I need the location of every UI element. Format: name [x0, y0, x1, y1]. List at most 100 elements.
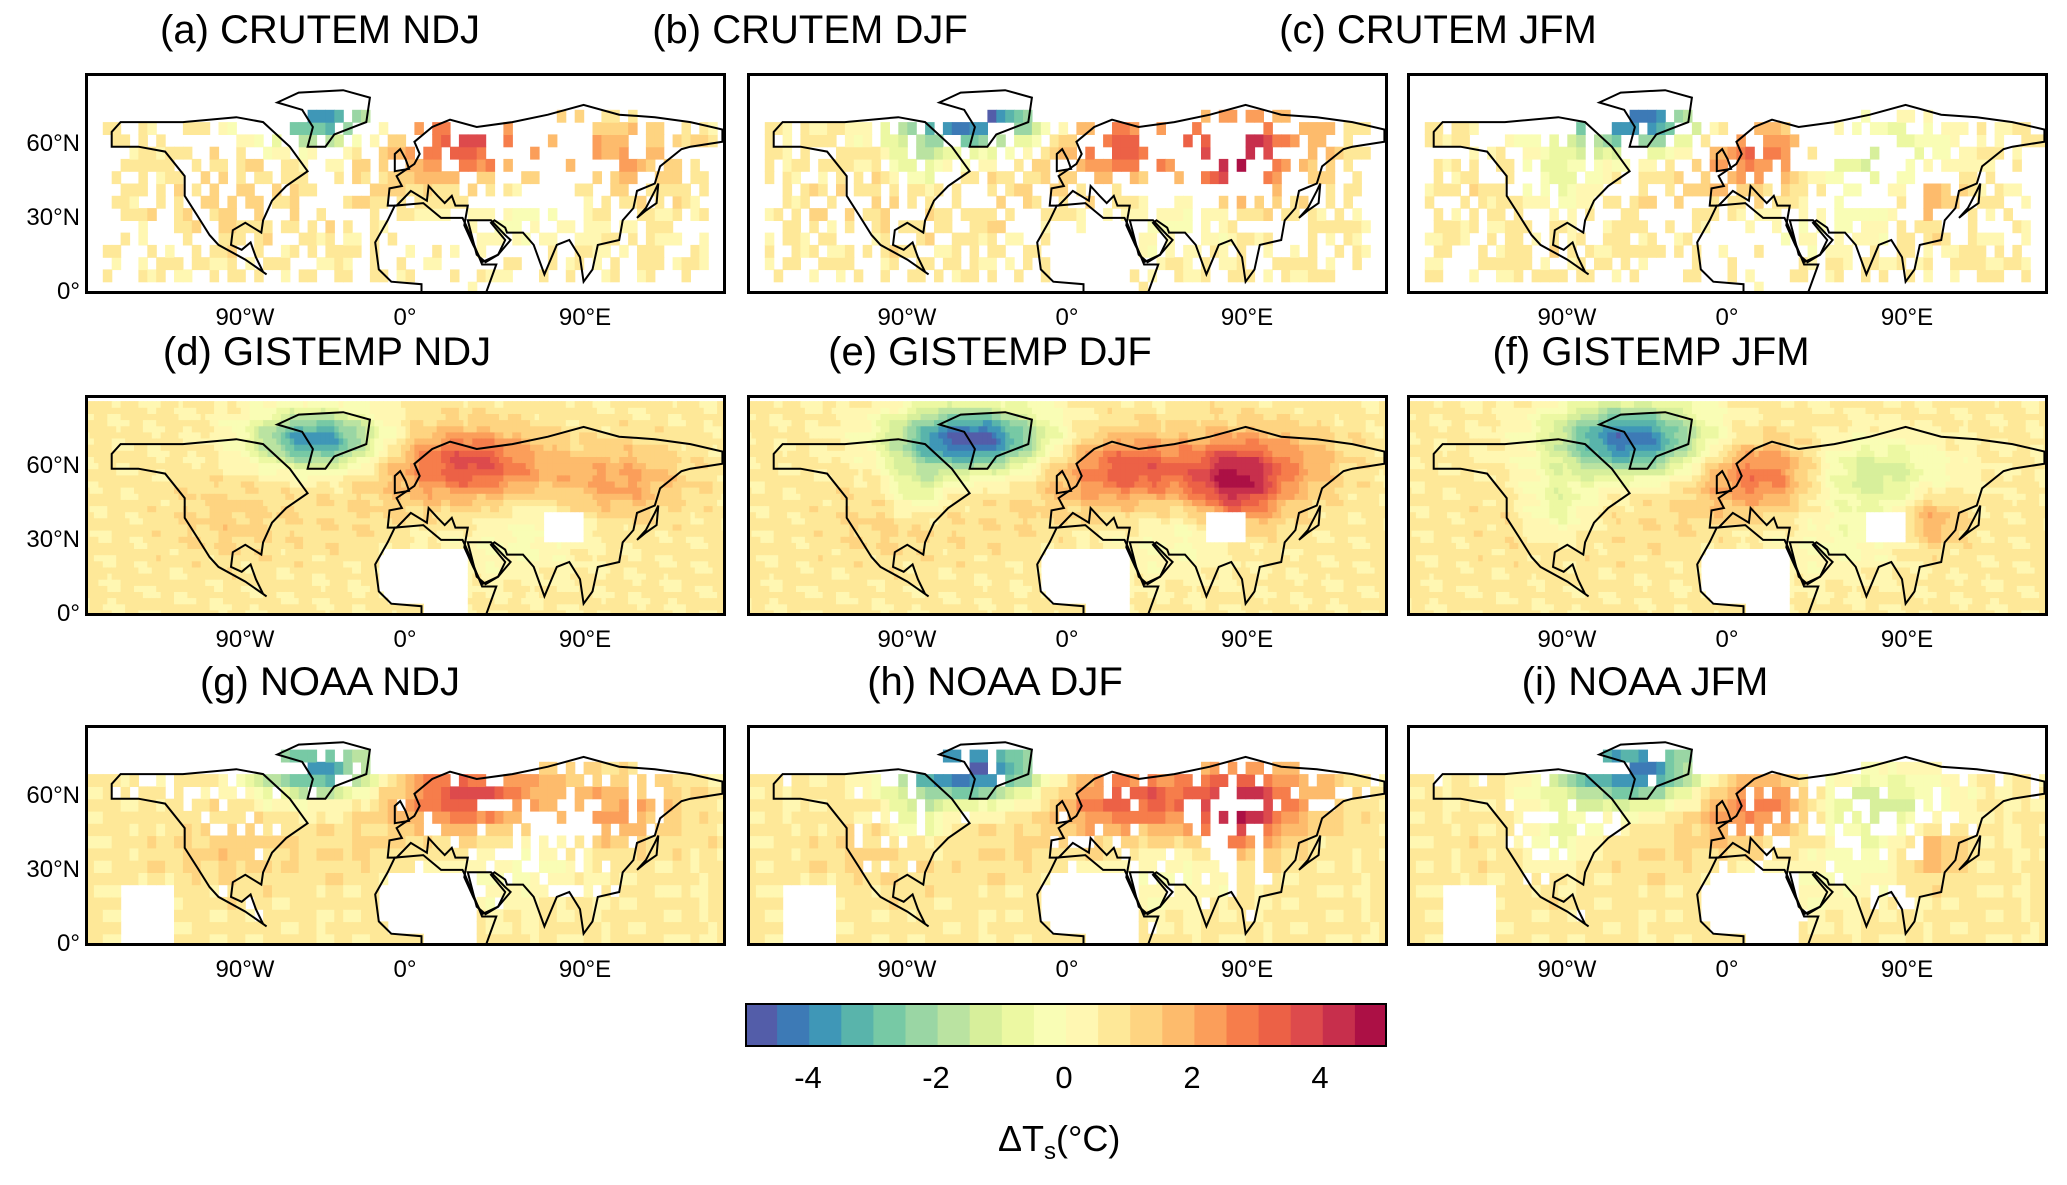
grid-cell	[1281, 208, 1291, 221]
grid-cell	[521, 560, 527, 568]
grid-cell	[276, 438, 282, 445]
grid-cell	[1307, 134, 1318, 148]
grid-cell	[240, 444, 246, 451]
grid-cell	[574, 183, 585, 197]
grid-cell	[1236, 208, 1247, 221]
grid-cell	[316, 511, 322, 519]
grid-cell	[182, 530, 188, 537]
grid-cell	[432, 536, 438, 543]
grid-cell	[1156, 158, 1166, 172]
grid-cell	[516, 450, 522, 457]
grid-cell	[231, 585, 237, 592]
grid-cell	[312, 566, 318, 574]
grid-cell	[343, 195, 353, 209]
grid-cell	[334, 603, 340, 611]
grid-cell	[1718, 158, 1729, 172]
grid-cell	[645, 257, 656, 271]
grid-cell	[182, 425, 188, 433]
grid-cell	[378, 450, 384, 457]
grid-cell	[1861, 158, 1871, 172]
grid-cell	[289, 603, 295, 611]
grid-cell	[263, 438, 269, 445]
grid-cell	[1923, 257, 1933, 271]
grid-cell	[263, 413, 269, 421]
grid-cell	[147, 425, 153, 433]
grid-cell	[539, 474, 545, 482]
grid-cell	[1469, 158, 1479, 172]
grid-cell	[174, 579, 180, 586]
grid-cell	[2021, 269, 2031, 283]
grid-cell	[147, 462, 153, 470]
grid-cell	[147, 146, 157, 160]
grid-cell	[503, 468, 509, 476]
grid-cell	[125, 554, 131, 562]
grid-cell	[490, 425, 496, 433]
grid-cell	[387, 232, 398, 246]
grid-cell	[329, 499, 335, 507]
grid-cell	[1183, 269, 1193, 283]
grid-cell	[485, 419, 491, 427]
grid-cell	[343, 269, 353, 283]
grid-cell	[530, 480, 536, 488]
grid-cell	[1307, 269, 1318, 283]
grid-cell	[463, 474, 469, 482]
grid-cell	[369, 220, 380, 234]
grid-cell	[89, 450, 95, 457]
grid-cell	[516, 523, 522, 531]
grid-cell	[441, 450, 447, 457]
grid-cell	[125, 456, 131, 464]
grid-cell	[476, 134, 487, 148]
grid-cell	[191, 603, 197, 611]
grid-cell	[356, 523, 362, 531]
grid-cell	[907, 195, 917, 209]
grid-cell	[334, 487, 340, 494]
grid-cell	[320, 468, 326, 476]
grid-cell	[987, 220, 997, 234]
grid-cell	[476, 431, 482, 439]
grid-cell	[361, 171, 371, 185]
grid-cell	[547, 591, 553, 599]
grid-cell	[405, 493, 411, 500]
grid-cell	[1602, 244, 1613, 258]
grid-cell	[445, 505, 451, 513]
grid-cell	[827, 232, 837, 246]
grid-cell	[503, 585, 509, 592]
grid-cell	[312, 554, 318, 562]
grid-cell	[1433, 208, 1444, 221]
grid-cell	[844, 158, 855, 172]
grid-cell	[142, 554, 148, 562]
grid-cell	[1085, 158, 1095, 172]
grid-cell	[191, 456, 197, 464]
grid-cell	[93, 474, 99, 482]
grid-cell	[129, 603, 135, 611]
grid-cell	[410, 493, 416, 500]
grid-cell	[209, 257, 220, 271]
grid-cell	[543, 603, 549, 611]
grid-cell	[196, 554, 202, 562]
grid-cell	[485, 566, 491, 574]
grid-cell	[285, 456, 291, 464]
grid-cell	[396, 431, 402, 439]
grid-cell	[547, 566, 553, 574]
grid-cell	[458, 438, 464, 445]
grid-cell	[120, 195, 131, 209]
grid-cell	[1985, 171, 1996, 185]
grid-cell	[1334, 244, 1345, 258]
grid-cell	[654, 232, 665, 246]
grid-cell	[303, 468, 309, 476]
grid-cell	[699, 208, 709, 221]
grid-cell	[98, 474, 104, 482]
grid-cell	[227, 573, 233, 580]
grid-cell	[1647, 244, 1657, 258]
grid-cell	[285, 585, 291, 592]
grid-cell	[227, 585, 233, 592]
grid-cell	[334, 444, 340, 451]
grid-cell	[467, 438, 473, 445]
grid-cell	[343, 499, 349, 507]
grid-cell	[231, 603, 237, 611]
grid-cell	[503, 401, 509, 408]
grid-cell	[1540, 171, 1550, 185]
grid-cell	[294, 579, 300, 586]
grid-cell	[1343, 134, 1353, 148]
grid-cell	[476, 585, 482, 592]
